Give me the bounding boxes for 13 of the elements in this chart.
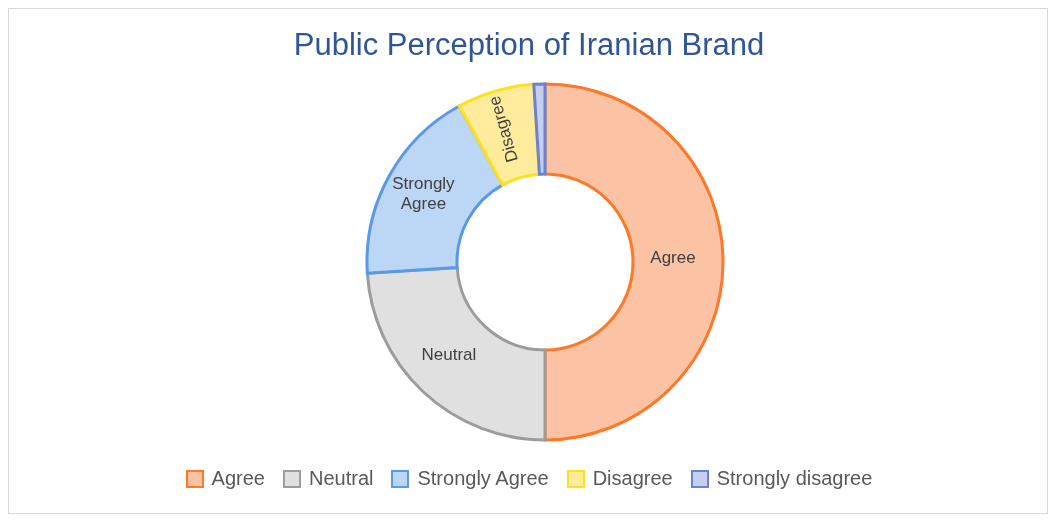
donut-slice [365,266,547,442]
data-label: Strongly Agree [392,173,456,214]
chart-title: Public Perception of Iranian Brand [292,27,766,63]
legend-label: Strongly Agree [417,467,549,490]
legend-label: Neutral [308,467,374,490]
legend-label: Disagree [592,467,673,490]
data-label: Disagree [484,93,522,165]
legend-label: Agree [211,467,265,490]
data-label: Neutral [421,344,477,364]
donut-slice [543,82,725,442]
data-label: Agree [650,247,696,267]
legend-label: Strongly disagree [716,467,873,490]
donut-slice [532,82,547,176]
